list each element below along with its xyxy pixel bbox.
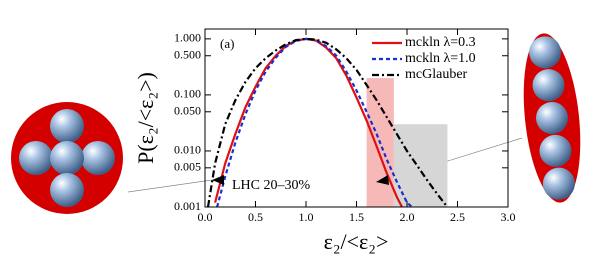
y-tick-label: 0.001 xyxy=(174,199,201,213)
y-tick-label: 0.005 xyxy=(174,160,201,174)
x-tick-label: 2.5 xyxy=(450,210,465,224)
plot-area xyxy=(206,37,449,207)
y-tick-label: 0.100 xyxy=(174,87,201,101)
x-axis-title: ε₂/<ε₂> xyxy=(324,229,389,254)
arrow xyxy=(376,175,389,185)
y-tick-label: 0.050 xyxy=(174,104,201,118)
nucleus-right xyxy=(523,33,581,203)
x-tick-label: 3.0 xyxy=(501,210,516,224)
x-tick-label: 0.5 xyxy=(248,210,263,224)
y-tick-label: 0.010 xyxy=(174,143,201,157)
x-tick-label: 2.0 xyxy=(400,210,415,224)
series-line xyxy=(216,37,413,207)
annotation: (a) xyxy=(220,36,234,51)
nucleus-left xyxy=(11,102,123,214)
legend-label: mcGlauber xyxy=(405,67,468,82)
legend-label: mckln λ=1.0 xyxy=(405,51,476,66)
y-axis-title: P(ε₂/<ε₂>) xyxy=(133,72,158,164)
legend-label: mckln λ=0.3 xyxy=(405,35,476,50)
y-tick-label: 0.500 xyxy=(174,47,201,61)
y-tick-label: 1.000 xyxy=(174,31,201,45)
pointer-line xyxy=(127,179,213,193)
series-line xyxy=(206,37,449,207)
x-tick-label: 1.5 xyxy=(349,210,364,224)
note: LHC 20–30% xyxy=(232,178,311,193)
x-tick-label: 1.0 xyxy=(299,210,314,224)
arrow xyxy=(212,175,224,185)
x-tick-label: 0.0 xyxy=(198,210,213,224)
